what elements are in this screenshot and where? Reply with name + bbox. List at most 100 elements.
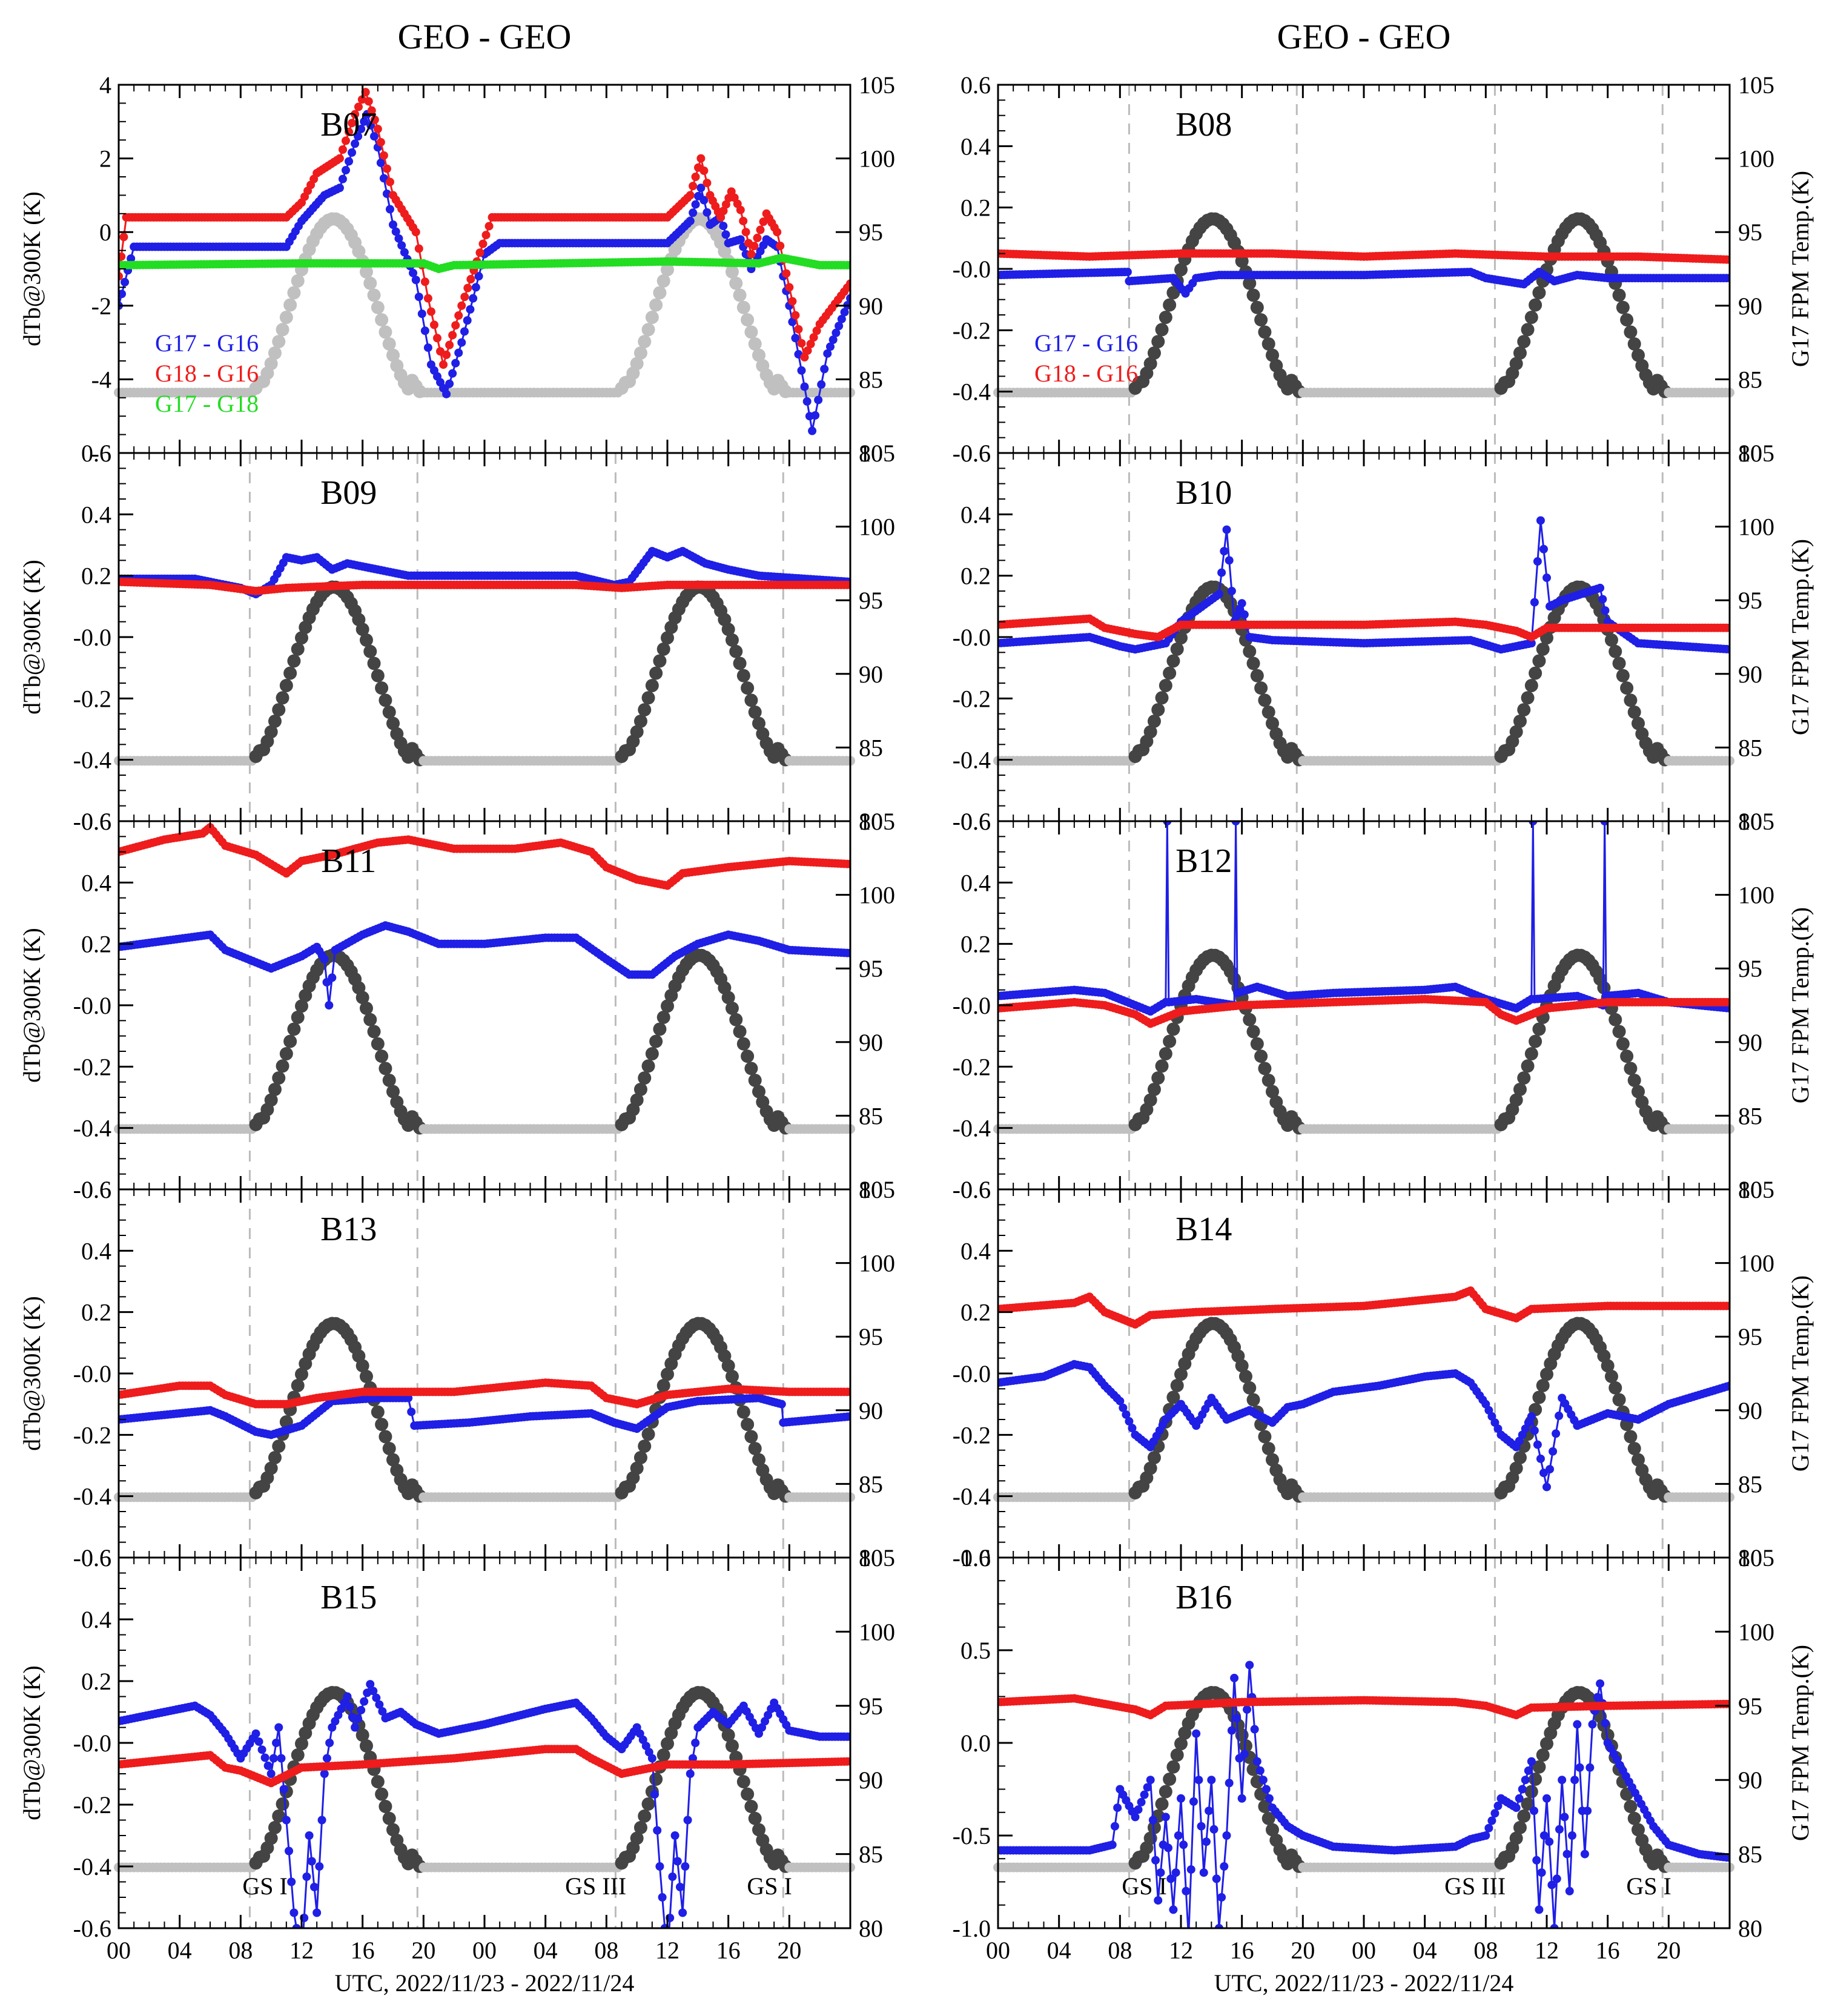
y-axis-label-left: dTb@300K (K)	[18, 928, 45, 1083]
fpm-temp-point	[363, 645, 377, 658]
fpm-temp-point	[733, 1025, 747, 1038]
y-right-tick-label: 90	[1738, 661, 1762, 688]
fpm-temp-point	[1258, 693, 1271, 707]
fpm-temp-point	[1525, 679, 1538, 692]
fpm-temp-point	[1532, 286, 1546, 299]
fpm-temp-point	[1151, 335, 1165, 348]
fpm-temp-point	[1624, 693, 1637, 707]
series-point-g17-g16	[1220, 547, 1228, 555]
series-point-g17-g16	[1238, 599, 1246, 607]
fpm-temp-point	[646, 311, 659, 324]
fpm-temp-point	[1529, 1035, 1542, 1048]
series-point-g17-g16	[339, 175, 347, 183]
fpm-temp-point	[1628, 706, 1641, 719]
fpm-temp-point	[1609, 645, 1622, 658]
series-point-g17-g16	[421, 326, 429, 335]
series-point-g18-g16	[415, 245, 423, 253]
fpm-temp-point	[1616, 669, 1630, 682]
fpm-temp-point	[1529, 667, 1542, 680]
fpm-temp-point	[1529, 299, 1542, 312]
y-tick-label: 0.2	[81, 563, 111, 590]
series-point-g17-g16	[1123, 268, 1132, 276]
series-point-g17-g16	[1533, 557, 1542, 566]
panel-label: B10	[1175, 474, 1232, 512]
y-right-tick-label: 100	[1738, 145, 1774, 173]
plot-frame	[119, 453, 850, 821]
series-point-g18-g16	[753, 234, 761, 242]
legend-entry: G17 - G16	[155, 329, 259, 357]
series-point-g18-g16	[427, 308, 435, 316]
series-point-g18-g16	[430, 320, 438, 329]
series-point-g18-g16	[365, 97, 373, 105]
fpm-temp-point	[368, 1025, 381, 1038]
series-point-g17-g16	[345, 157, 353, 165]
fpm-temp-point	[383, 706, 396, 719]
fpm-temp-point	[1624, 325, 1637, 339]
fpm-temp-point	[1258, 1062, 1271, 1075]
series-group	[114, 547, 855, 598]
fpm-temp-point	[1254, 681, 1268, 695]
fpm-temp-point	[657, 1011, 670, 1024]
series-point-g17-g16	[820, 365, 828, 373]
fpm-temp-point	[737, 301, 750, 314]
fpm-temp-point	[1258, 325, 1271, 339]
series-point-g17-g16	[1240, 610, 1249, 619]
y-tick-label: -0.4	[73, 747, 111, 774]
series-line-g17-g16	[998, 821, 1730, 1011]
y-right-tick-label: 105	[859, 808, 895, 835]
fpm-temp-point	[287, 286, 300, 299]
fpm-temp-point	[1616, 301, 1630, 314]
series-point-g17-g16	[811, 411, 819, 420]
panel-b09: -0.6-0.4-0.2-0.00.20.40.680859095100105B…	[18, 440, 895, 835]
fpm-temp-point	[744, 325, 758, 339]
series-point-g18-g16	[747, 250, 755, 259]
y-tick-label: 0.4	[960, 133, 991, 160]
series-point-g18-g16	[439, 360, 448, 369]
fpm-temp-point	[1620, 313, 1633, 326]
series-point-g18-g16	[119, 233, 128, 241]
fpm-temp-point	[283, 1035, 297, 1048]
y-right-tick-label: 105	[1738, 71, 1774, 99]
y-right-tick-label: 105	[1738, 440, 1774, 467]
fpm-temp-point	[1148, 346, 1161, 360]
y-tick-label: -0.4	[953, 747, 991, 774]
series-point-g17-g16	[1598, 595, 1607, 604]
fpm-temp-point	[657, 274, 670, 288]
series-point-g18-g16	[773, 228, 781, 236]
fpm-temp-point	[383, 337, 396, 351]
y-tick-label: 0.2	[960, 194, 991, 222]
y-tick-label: -0.2	[73, 685, 111, 712]
fpm-temp-point	[646, 679, 659, 692]
series-point-g18-g16	[739, 217, 747, 225]
fpm-temp-point	[649, 1035, 663, 1048]
series-point-g17-g16	[469, 294, 477, 303]
panel-label: B08	[1175, 106, 1232, 144]
series-point-g17-g16	[442, 390, 451, 398]
fpm-temp-point	[1247, 288, 1260, 302]
series-point-g17-g16	[1539, 545, 1548, 554]
fpm-temp-point	[1262, 337, 1275, 351]
y-tick-label: -0.4	[73, 1115, 111, 1142]
fpm-temp-point	[1517, 703, 1530, 716]
series-point-g18-g16	[791, 311, 799, 320]
series-point-g18-g16	[448, 331, 457, 339]
y-right-tick-label: 90	[859, 292, 883, 320]
series-point-g18-g16	[703, 179, 711, 187]
fpm-temp-point	[383, 1074, 396, 1087]
series-point-g18-g16	[442, 351, 451, 359]
fpm-temp-point	[1247, 656, 1260, 670]
fpm-temp-point	[272, 1071, 285, 1085]
series-point-g17-g16	[472, 283, 480, 291]
y-right-tick-label: 90	[859, 661, 883, 688]
fpm-temp-point	[371, 669, 385, 682]
y-right-tick-label: 100	[859, 882, 895, 909]
fpm-temp-point	[638, 703, 651, 716]
y-tick-label: 4	[99, 71, 111, 99]
fpm-temp-point	[726, 1002, 739, 1015]
y-tick-label: -0.0	[73, 624, 111, 651]
fpm-temp-point	[653, 286, 666, 299]
y-right-tick-label: 90	[1738, 292, 1762, 320]
